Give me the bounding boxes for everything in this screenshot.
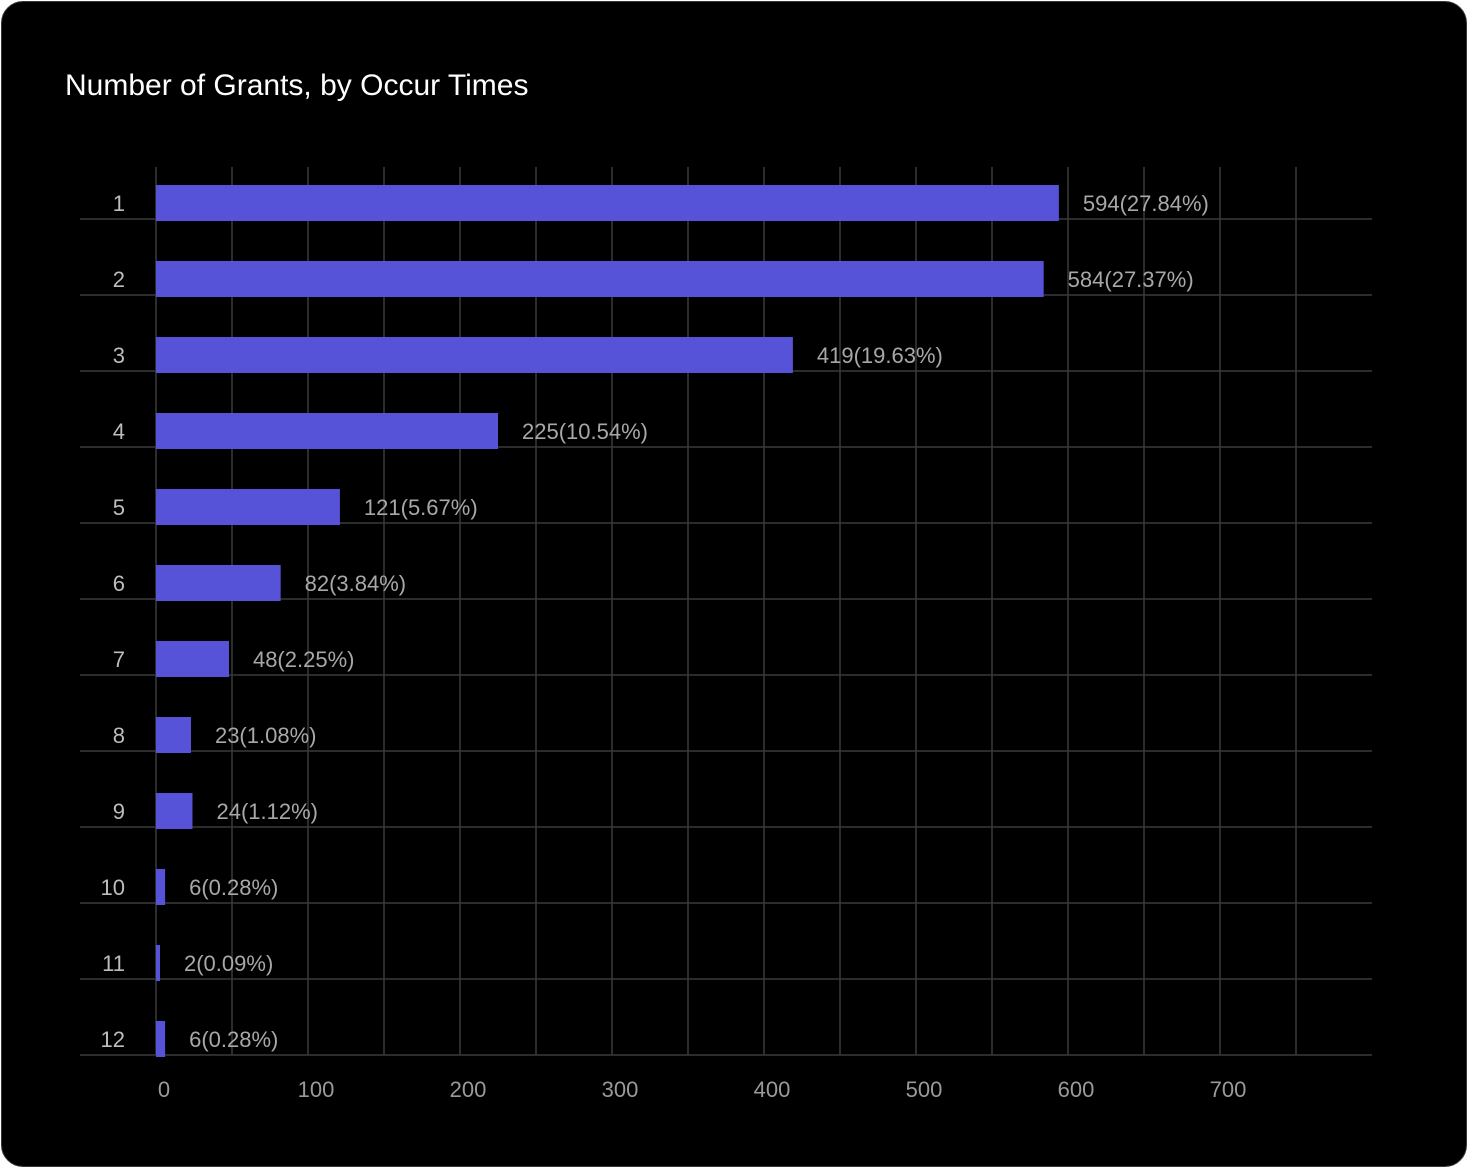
x-tick-label: 300 bbox=[602, 1077, 639, 1102]
bar bbox=[156, 185, 1059, 221]
bar bbox=[156, 337, 793, 373]
x-tick-label: 400 bbox=[754, 1077, 791, 1102]
category-label: 11 bbox=[102, 951, 125, 976]
bar bbox=[156, 945, 160, 981]
bar bbox=[156, 565, 281, 601]
bar bbox=[156, 869, 166, 905]
x-tick-label: 0 bbox=[158, 1077, 170, 1102]
grid bbox=[80, 167, 1372, 1056]
data-label: 121(5.67%) bbox=[364, 495, 478, 520]
bar bbox=[156, 641, 229, 677]
category-label: 12 bbox=[101, 1027, 125, 1052]
bar bbox=[156, 489, 340, 525]
category-label: 4 bbox=[113, 419, 125, 444]
x-tick-label: 500 bbox=[906, 1077, 943, 1102]
category-label: 9 bbox=[113, 799, 125, 824]
data-label: 584(27.37%) bbox=[1068, 267, 1194, 292]
data-label: 24(1.12%) bbox=[216, 799, 318, 824]
data-label: 6(0.28%) bbox=[189, 1027, 278, 1052]
x-tick-label: 600 bbox=[1058, 1077, 1095, 1102]
category-label: 7 bbox=[113, 647, 125, 672]
labels: 1 594(27.84%) 2 584(27.37%) 3 419(19.63%) 4 225… bbox=[101, 191, 1247, 1102]
category-label: 1 bbox=[113, 191, 125, 216]
bar bbox=[156, 261, 1044, 297]
data-label: 82(3.84%) bbox=[305, 571, 407, 596]
category-label: 10 bbox=[101, 875, 125, 900]
x-tick-label: 200 bbox=[450, 1077, 487, 1102]
category-label: 2 bbox=[113, 267, 125, 292]
category-label: 5 bbox=[113, 495, 125, 520]
bar bbox=[156, 413, 498, 449]
data-label: 225(10.54%) bbox=[522, 419, 648, 444]
data-label: 48(2.25%) bbox=[253, 647, 355, 672]
data-label: 23(1.08%) bbox=[215, 723, 317, 748]
data-label: 419(19.63%) bbox=[817, 343, 943, 368]
chart-title: Number of Grants, by Occur Times bbox=[65, 69, 529, 102]
bar bbox=[156, 717, 191, 753]
x-tick-label: 700 bbox=[1210, 1077, 1247, 1102]
bar bbox=[156, 793, 193, 829]
category-label: 8 bbox=[113, 723, 125, 748]
bar bbox=[156, 1021, 166, 1057]
bars bbox=[156, 185, 1059, 1057]
data-label: 6(0.28%) bbox=[189, 875, 278, 900]
data-label: 2(0.09%) bbox=[184, 951, 273, 976]
data-label: 594(27.84%) bbox=[1083, 191, 1209, 216]
category-label: 6 bbox=[113, 571, 125, 596]
x-tick-label: 100 bbox=[298, 1077, 335, 1102]
category-label: 3 bbox=[113, 343, 125, 368]
